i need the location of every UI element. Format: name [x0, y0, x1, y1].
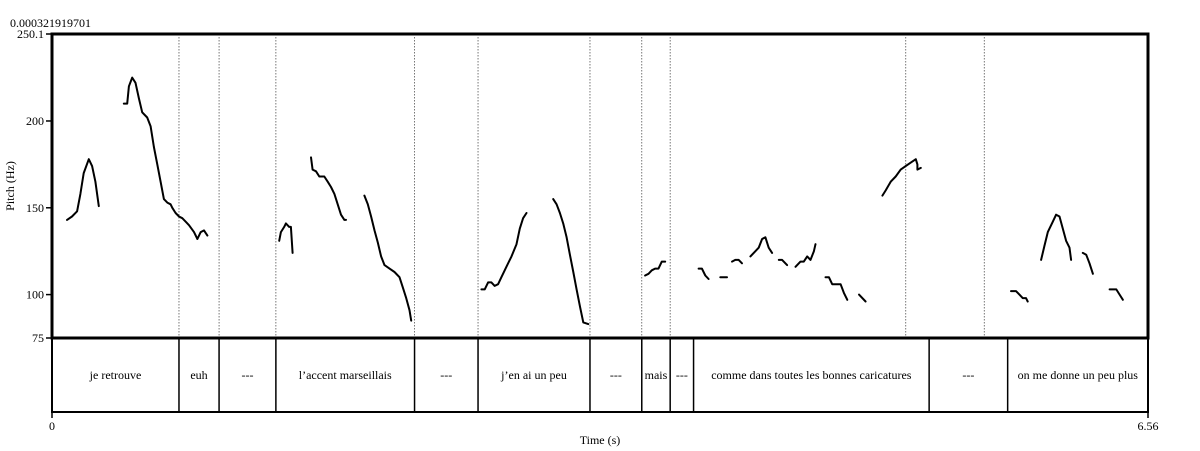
y-axis-ticks: 75 100 150 200 250.1 [17, 27, 52, 345]
tier-label: on me donne un peu plus [1018, 368, 1139, 382]
interval-boundaries [178, 34, 1009, 412]
pitch-contour [697, 267, 710, 280]
tier-label: euh [190, 368, 207, 382]
y-tick-label: 100 [26, 288, 44, 302]
y-tick-label: 75 [32, 331, 44, 345]
pitch-contour [858, 293, 867, 303]
x-tick-label-end: 6.56 [1138, 419, 1159, 433]
pitch-contour [1108, 288, 1124, 301]
y-tick-label: 250.1 [17, 27, 44, 41]
pitch-contour [731, 258, 743, 265]
pitch-contour [824, 276, 849, 301]
pitch-contour [794, 243, 817, 268]
y-axis-title: Pitch (Hz) [3, 161, 17, 211]
tier-label: l’accent marseillais [299, 368, 392, 382]
y-tick-label: 200 [26, 114, 44, 128]
tier-label: comme dans toutes les bonnes caricatures [711, 368, 912, 382]
x-tick-label-start: 0 [49, 419, 55, 433]
pitch-contour [363, 194, 413, 322]
pitch-contour [552, 198, 590, 326]
pitch-contour [310, 156, 347, 221]
pitch-contour [777, 258, 789, 267]
tier-label: --- [676, 368, 688, 382]
pitch-contour [749, 236, 774, 258]
pitch-contour [66, 158, 100, 221]
tier-label: --- [610, 368, 622, 382]
tier-label: je retrouve [89, 368, 142, 382]
x-axis-title: Time (s) [580, 433, 621, 447]
tier-label: j’en ai un peu [500, 368, 567, 382]
y-tick-label: 150 [26, 201, 44, 215]
pitch-contour [122, 76, 209, 240]
pitch-contour [1010, 290, 1029, 303]
tier-label: --- [440, 368, 452, 382]
pitch-panel-frame [50, 32, 1150, 340]
pitch-contour [480, 212, 528, 291]
chart-frames [50, 32, 1150, 418]
tier-label: --- [241, 368, 253, 382]
tier-label: mais [645, 368, 668, 382]
pitch-contours [66, 76, 1124, 326]
top-left-label: 0.000321919701 [10, 16, 91, 30]
pitch-contour [1040, 213, 1073, 261]
pitch-contour [278, 222, 294, 254]
annotation-tier: je retrouve euh --- l’accent marseillais ---… [89, 368, 1139, 382]
pitch-contour [881, 158, 922, 197]
tier-label: --- [962, 368, 974, 382]
pitch-contour [1081, 251, 1094, 275]
pitch-contour [644, 260, 667, 277]
tier-panel-frame [51, 337, 1149, 413]
